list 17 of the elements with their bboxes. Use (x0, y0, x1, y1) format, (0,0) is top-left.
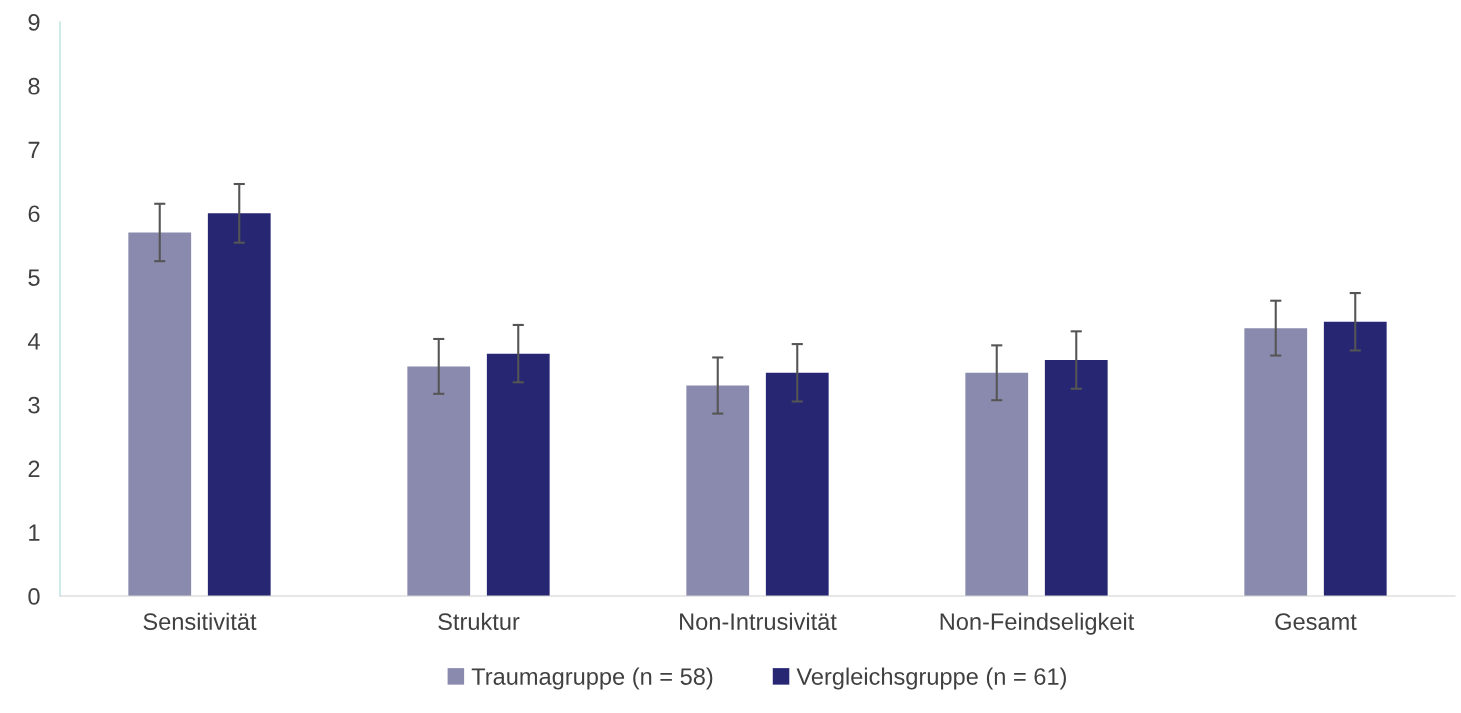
y-tick-label: 8 (28, 77, 40, 95)
y-tick-label: 3 (28, 396, 40, 414)
y-tick-label: 1 (29, 524, 40, 541)
y-tick-label: 5 (28, 269, 40, 286)
y-tick-label: 4 (27, 333, 40, 350)
x-tick-label: Non-Intrusivität (680, 612, 837, 631)
legend-label: Vergleichsgruppe (n = 61) (796, 667, 1066, 690)
y-tick-label: 7 (28, 141, 40, 159)
x-tick-label: Struktur (438, 612, 520, 631)
y-tick-label: 6 (28, 205, 40, 223)
x-tick-label: Non-Feindseligkeit (940, 612, 1135, 635)
x-tick-label: Sensitivität (143, 612, 257, 631)
y-tick-label: 0 (28, 588, 40, 605)
y-tick-label: 2 (28, 460, 40, 477)
x-tick-label: Gesamt (1275, 613, 1357, 631)
y-tick-label: 9 (28, 14, 40, 31)
legend-label: Traumagruppe (n = 58) (471, 667, 713, 690)
